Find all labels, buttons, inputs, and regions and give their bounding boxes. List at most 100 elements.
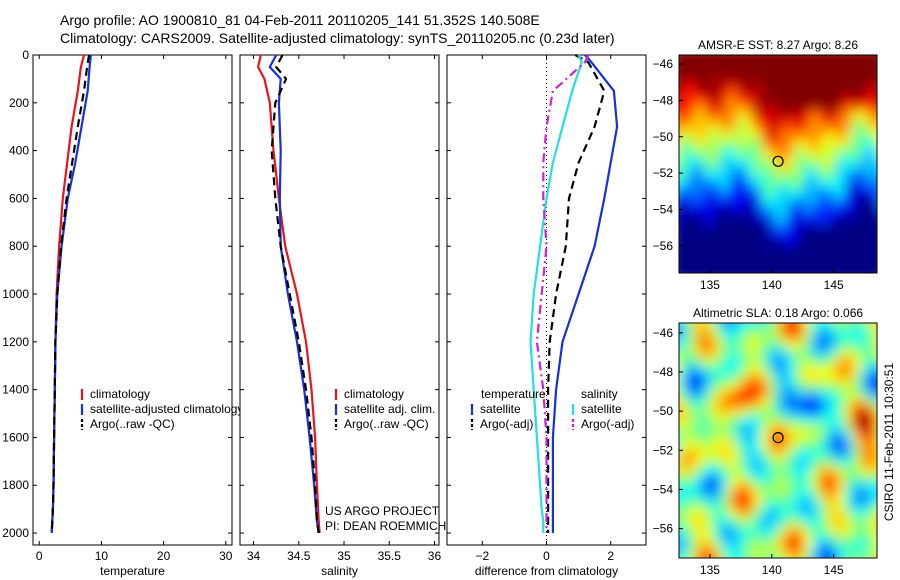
map-cell bbox=[819, 195, 829, 204]
map-cell bbox=[778, 148, 788, 157]
map-cell bbox=[703, 390, 713, 400]
map-cell bbox=[753, 55, 763, 64]
map-cell bbox=[778, 499, 788, 509]
map-cell bbox=[712, 356, 722, 366]
map-cell bbox=[778, 448, 788, 459]
map-cell bbox=[802, 381, 812, 391]
map-cell bbox=[786, 148, 796, 157]
map-cell bbox=[679, 524, 689, 534]
map-cell bbox=[736, 390, 746, 400]
map-cell bbox=[844, 226, 854, 235]
map-cell bbox=[761, 156, 771, 165]
map-cell bbox=[802, 482, 812, 492]
map-cell bbox=[703, 179, 713, 189]
map-cell bbox=[827, 171, 837, 181]
map-cell bbox=[687, 164, 697, 173]
map-cell bbox=[835, 549, 845, 558]
map-cell bbox=[703, 474, 713, 484]
salinity-profile-xlabel: salinity bbox=[321, 564, 358, 578]
map-cell bbox=[753, 117, 763, 126]
map-cell bbox=[679, 516, 689, 526]
map-cell bbox=[802, 257, 812, 266]
map-cell bbox=[679, 415, 689, 425]
map-cell bbox=[679, 448, 689, 459]
map-cell bbox=[819, 516, 829, 526]
map-cell bbox=[736, 179, 746, 189]
map-cell bbox=[795, 273, 804, 282]
map-cell bbox=[819, 226, 829, 235]
map-cell bbox=[794, 323, 804, 333]
map-cell bbox=[811, 101, 821, 111]
map-cell bbox=[844, 218, 854, 228]
map-cell bbox=[703, 265, 713, 273]
difference-profile-series-salinity_satellite bbox=[529, 54, 583, 533]
map-cell bbox=[877, 187, 886, 196]
map-cell bbox=[745, 265, 755, 273]
map-cell bbox=[679, 218, 689, 228]
map-cell bbox=[703, 241, 713, 251]
map-cell bbox=[761, 148, 771, 157]
map-cell bbox=[844, 499, 854, 509]
map-cell bbox=[687, 241, 697, 251]
map-cell bbox=[811, 148, 821, 157]
map-cell bbox=[761, 423, 771, 433]
map-cell bbox=[877, 348, 886, 357]
map-cell bbox=[687, 218, 697, 228]
map-cell bbox=[819, 171, 829, 181]
map-cell bbox=[786, 440, 796, 450]
map-cell bbox=[687, 482, 697, 492]
map-cell bbox=[819, 179, 829, 189]
map-cell bbox=[720, 331, 730, 341]
sla-map-ytick-label: −52 bbox=[653, 443, 674, 457]
map-cell bbox=[852, 440, 862, 450]
map-cell bbox=[703, 373, 713, 383]
map-cell bbox=[679, 440, 689, 450]
map-cell bbox=[753, 465, 763, 475]
map-cell bbox=[802, 398, 812, 408]
map-cell bbox=[753, 78, 763, 87]
map-cell bbox=[844, 70, 854, 80]
map-cell bbox=[745, 331, 755, 341]
map-cell bbox=[844, 398, 854, 408]
map-cell bbox=[745, 516, 755, 526]
map-cell bbox=[827, 448, 837, 459]
map-cell bbox=[786, 381, 796, 391]
map-cell bbox=[720, 524, 730, 534]
map-cell bbox=[802, 164, 812, 173]
map-cell bbox=[769, 532, 779, 542]
map-cell bbox=[844, 440, 854, 450]
map-cell bbox=[819, 331, 829, 341]
map-cell bbox=[753, 195, 763, 204]
map-cell bbox=[703, 171, 713, 181]
salinity-profile-legend-label: Argo(..raw -QC) bbox=[344, 417, 429, 431]
map-cell bbox=[844, 423, 854, 433]
map-cell bbox=[802, 171, 812, 181]
map-cell bbox=[761, 93, 771, 103]
map-cell bbox=[769, 465, 779, 475]
map-cell bbox=[819, 202, 829, 212]
map-cell bbox=[778, 101, 788, 111]
map-cell bbox=[769, 210, 779, 220]
map-cell bbox=[827, 70, 837, 80]
map-cell bbox=[844, 125, 854, 134]
map-cell bbox=[811, 465, 821, 475]
map-cell bbox=[720, 101, 730, 111]
map-cell bbox=[786, 549, 796, 558]
map-cell bbox=[728, 457, 738, 467]
difference-profile-series-argo bbox=[546, 54, 606, 533]
map-cell bbox=[827, 323, 837, 333]
map-cell bbox=[794, 187, 804, 196]
map-cell bbox=[695, 210, 705, 220]
map-cell bbox=[844, 541, 854, 551]
map-cell bbox=[720, 373, 730, 383]
map-cell bbox=[745, 432, 755, 442]
map-cell bbox=[794, 406, 804, 417]
salinity-profile-legend-label: climatology bbox=[344, 387, 404, 401]
map-cell bbox=[827, 249, 837, 259]
map-cell bbox=[769, 125, 779, 134]
map-cell bbox=[736, 117, 746, 126]
temperature-profile-ytick-label: 2000 bbox=[2, 526, 29, 540]
map-cell bbox=[736, 516, 746, 526]
map-cell bbox=[811, 273, 820, 282]
figure-title-line-2: Climatology: CARS2009. Satellite-adjuste… bbox=[60, 30, 615, 46]
